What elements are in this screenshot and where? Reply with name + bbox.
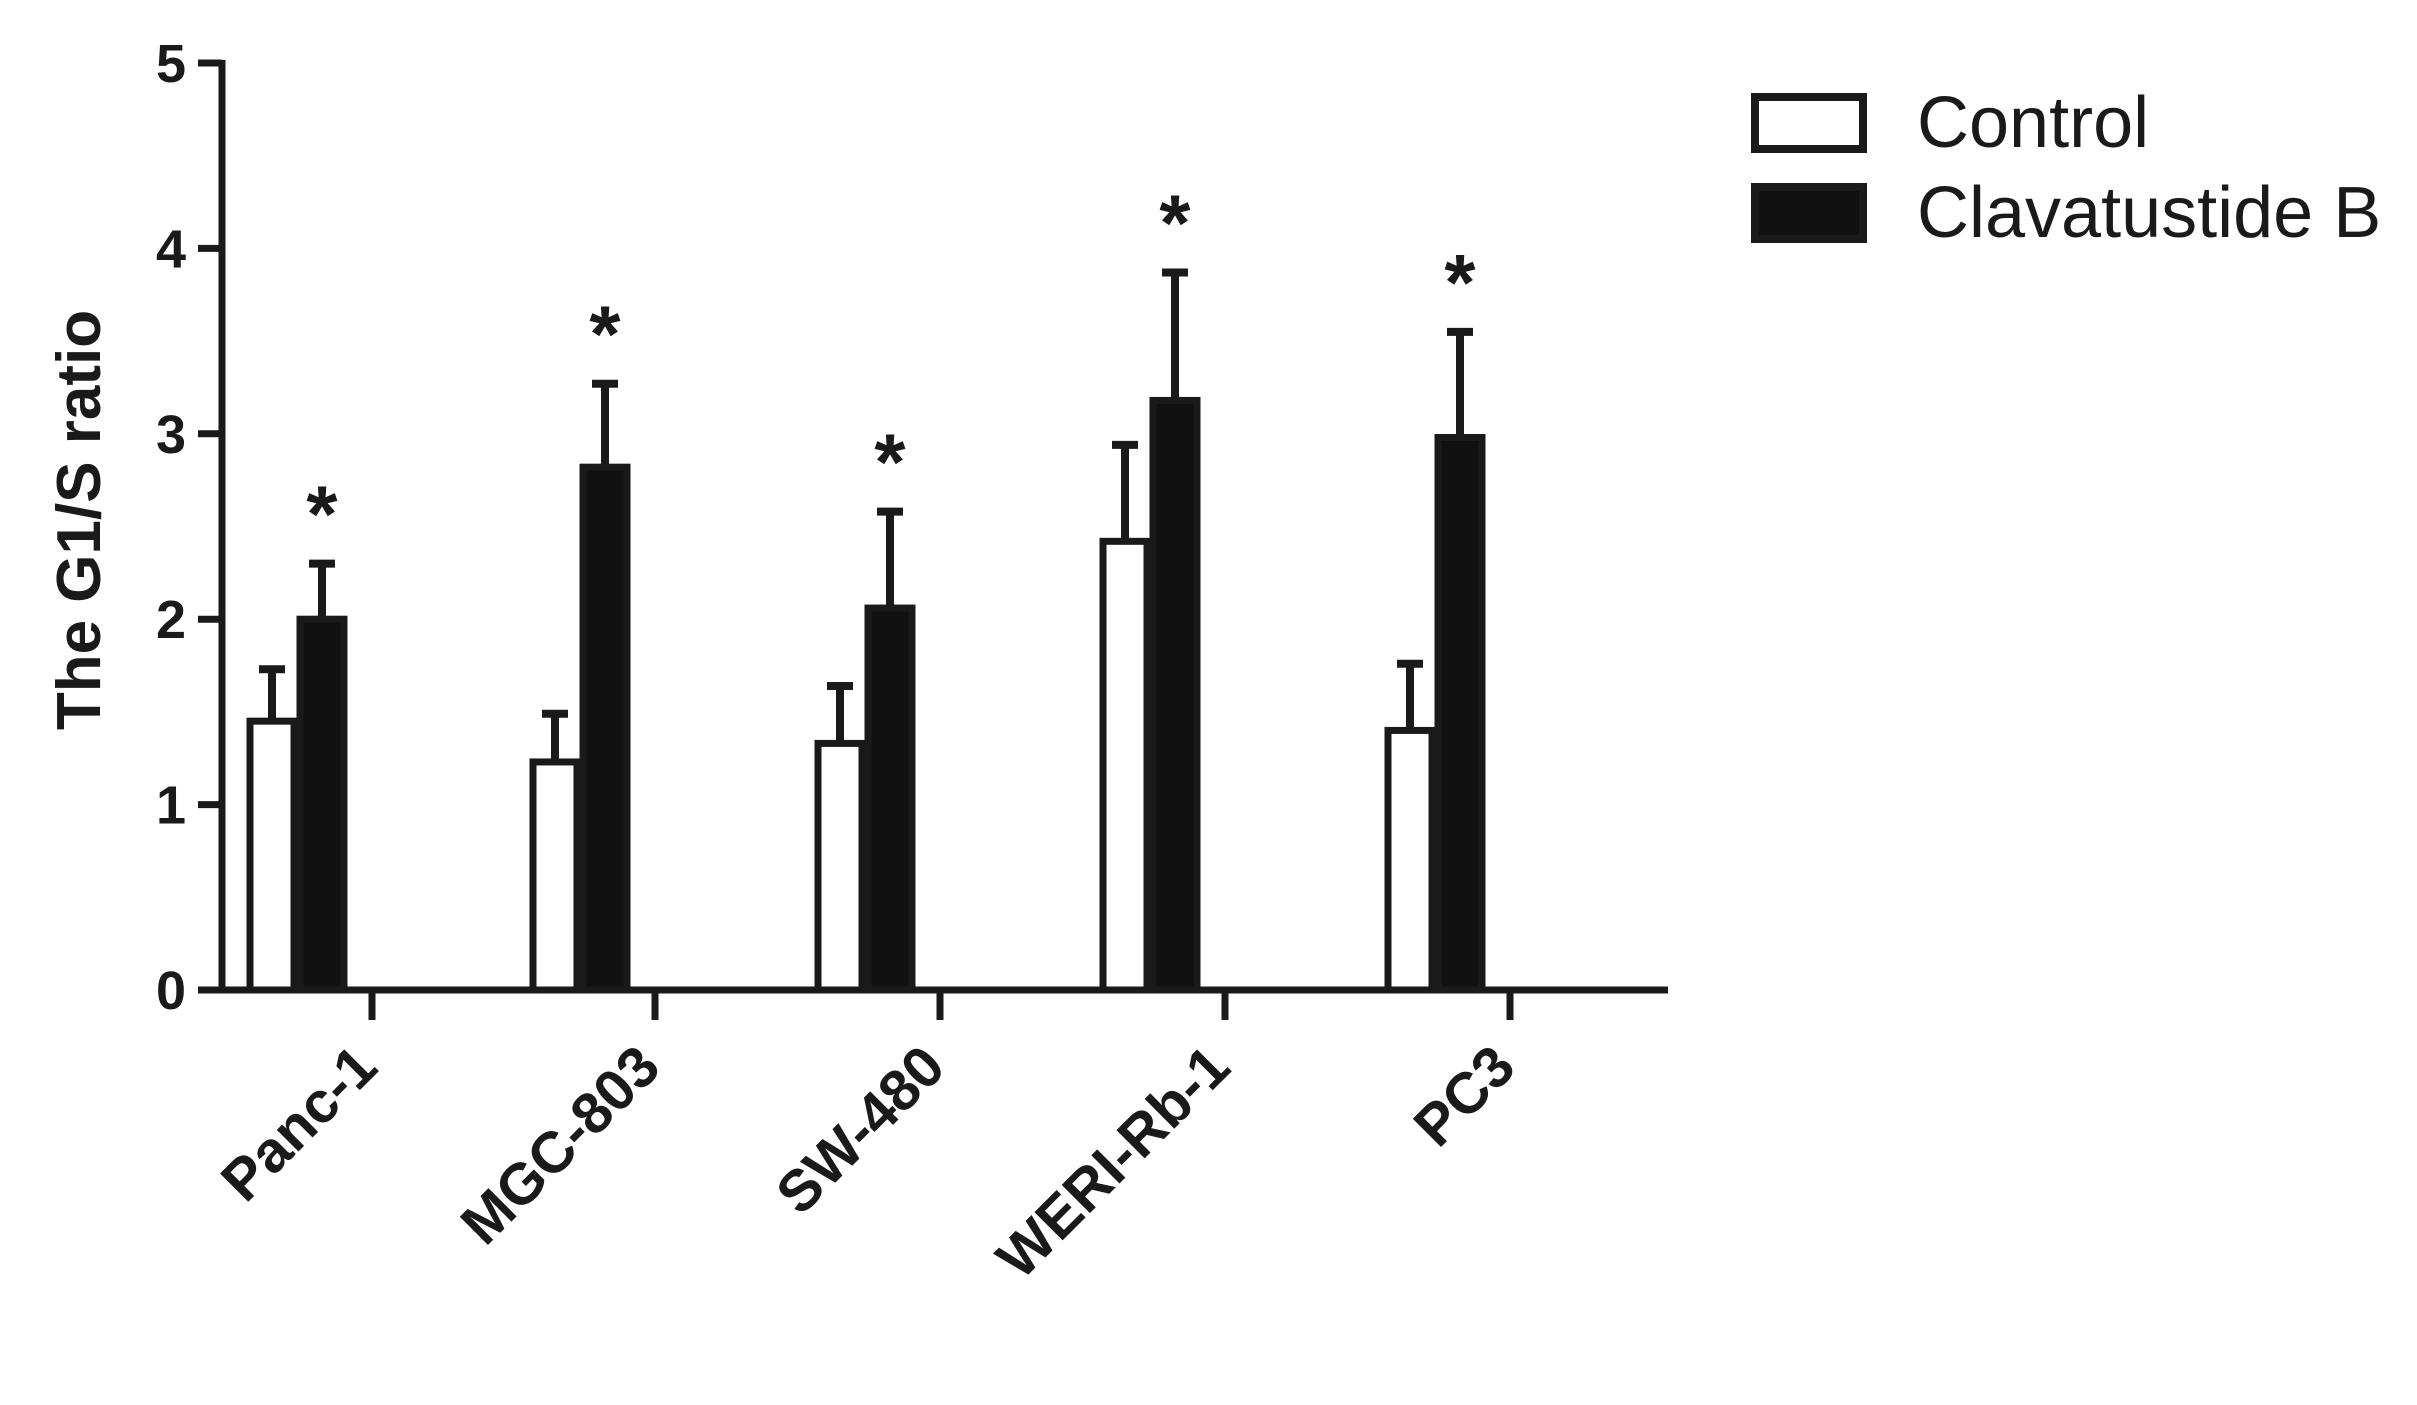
y-tick-label: 4 — [156, 219, 186, 279]
bar — [296, 615, 348, 994]
significance-label: * — [306, 470, 338, 559]
y-tick-label: 1 — [156, 776, 186, 836]
y-tick-label: 2 — [156, 590, 186, 650]
significance-label: * — [1159, 179, 1191, 268]
bar — [1384, 726, 1436, 994]
y-axis-label: The G1/S ratio — [45, 310, 114, 730]
x-tick-label: PC3 — [1401, 1033, 1527, 1159]
bar — [579, 463, 631, 994]
significance-label: * — [874, 418, 906, 507]
bar — [864, 604, 916, 994]
significance-label: * — [1444, 238, 1476, 327]
bar — [1434, 434, 1486, 994]
legend: Control Clavatustide B — [1751, 83, 2381, 253]
legend-swatch — [1751, 93, 1867, 153]
legend-label: Clavatustide B — [1917, 173, 2381, 253]
legend-swatch — [1751, 183, 1867, 243]
x-tick-label: Panc-1 — [209, 1033, 389, 1213]
x-tick-label: SW-480 — [764, 1033, 957, 1226]
bar — [246, 717, 298, 994]
y-tick-label: 0 — [156, 961, 186, 1021]
y-tick-label: 3 — [156, 405, 186, 465]
legend-label: Control — [1917, 83, 2149, 163]
x-tick-label: MGC-803 — [448, 1033, 672, 1257]
significance-label: * — [589, 290, 621, 379]
bar — [529, 758, 581, 994]
bar — [814, 739, 866, 994]
y-axis-label-group: The G1/S ratio — [45, 310, 114, 730]
y-tick-label: 5 — [156, 34, 186, 94]
x-tick-label: WERI-Rb-1 — [984, 1033, 1242, 1291]
bar — [1099, 537, 1151, 994]
bar — [1149, 396, 1201, 994]
plot-area: 0 1 2 3 4 5 Panc-1 * MGC-803 * SW-480 * WERI-Rb-1 * PC… — [156, 34, 1668, 1291]
